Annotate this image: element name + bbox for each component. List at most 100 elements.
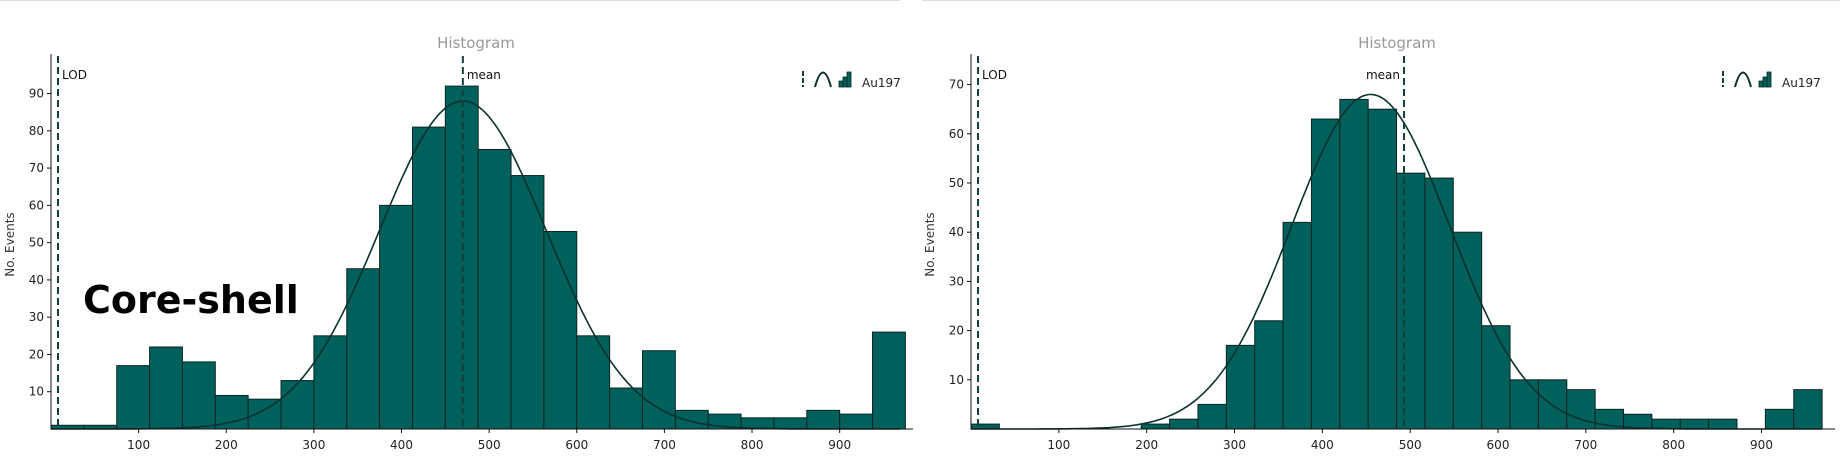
legend-label: Au197 [862,76,901,90]
histogram-bar [181,361,216,430]
histogram-bar [839,413,874,430]
y-tick-label: 10 [949,373,964,387]
histogram-bar [1764,408,1795,430]
histogram-bar [1481,325,1511,430]
legend: Au197 [802,71,901,90]
histogram-bar [773,417,808,430]
histogram-icon [838,71,852,88]
y-tick-label: 80 [29,124,44,138]
histogram-bar [1310,118,1341,430]
histogram-bar [1169,418,1199,430]
histogram-chart-right[interactable]: Histogram No. Events 10 20 30 40 50 60 70 100 200 3… [920,0,1840,458]
marker-label-mean: mean [1366,68,1400,82]
histogram-bar [510,175,545,430]
overlay-label: Core-shell [83,278,299,322]
x-tick-label: 500 [478,438,501,452]
histogram-bar [1793,389,1823,430]
histogram-bar [806,409,841,430]
y-tick-label: 50 [29,236,44,250]
x-tick-label: 800 [1662,438,1685,452]
histogram-bar [1651,418,1681,430]
histogram-bar [1679,418,1710,430]
histogram-bar [280,380,315,430]
histogram-bar [379,204,413,430]
histogram-bar [609,387,643,430]
y-tick-label: 20 [29,347,44,361]
x-tick-label: 100 [1047,438,1070,452]
legend-label: Au197 [1782,76,1821,90]
top-divider-right [922,0,1840,1]
histogram-bar [411,126,446,430]
histogram-bar [477,148,512,430]
gaussian-fit-curve [51,100,901,430]
x-tick-label: 700 [1574,438,1597,452]
x-tick-label: 300 [1223,438,1246,452]
marker-label-lod: LOD [62,68,87,82]
y-tick-label: 60 [949,127,964,141]
histogram-bar [576,335,611,430]
y-tick-label: 60 [29,198,44,212]
histogram-bar [641,350,676,430]
histogram-bars [970,98,1823,430]
histogram-icon-bar [842,76,848,88]
histogram-bar [116,365,151,430]
histogram-bar [1509,379,1539,430]
histogram-bar [1282,221,1312,430]
y-tick-label: 10 [29,385,44,399]
histogram-bar [543,230,578,430]
x-tick-label: 300 [302,438,325,452]
y-tick-label: 40 [29,273,44,287]
marker-label-lod: LOD [982,68,1007,82]
histogram-icon-bar [838,80,844,88]
x-tick-label: 400 [1311,438,1334,452]
histogram-bar [1339,98,1369,430]
x-tick-label: 900 [828,438,851,452]
histogram-bar [1708,418,1738,430]
histogram-bar [1254,320,1284,430]
x-tick-label: 200 [215,438,238,452]
x-tick-label: 700 [653,438,676,452]
histogram-bar [444,85,479,430]
histogram-bars [50,85,906,430]
x-tick-label: 500 [1399,438,1422,452]
y-tick-label: 70 [29,161,44,175]
histogram-bar [872,331,906,430]
histogram-bar [149,346,183,430]
x-tick-label: 800 [741,438,764,452]
histogram-bar [247,398,282,430]
legend: Au197 [1722,71,1821,90]
y-tick-label: 30 [949,274,964,288]
y-tick-label: 70 [949,78,964,92]
chart-title: Histogram [1358,34,1436,52]
histogram-bar [1452,231,1483,430]
histogram-bar [1140,423,1171,430]
y-axis-label: No. Events [3,212,17,276]
x-tick-label: 600 [565,438,588,452]
x-tick-label: 100 [127,438,150,452]
x-tick-label: 600 [1487,438,1510,452]
y-axis-label: No. Events [923,212,937,276]
y-tick-label: 50 [949,176,964,190]
gaussian-curve-icon [814,71,832,88]
y-tick-label: 40 [949,225,964,239]
histogram-icon-bar [1762,76,1768,88]
y-tick-label: 20 [949,324,964,338]
x-tick-label: 400 [390,438,413,452]
histogram-bar [313,335,348,430]
histogram-icon [1758,71,1772,88]
marker-label-mean: mean [467,68,501,82]
histogram-panel-right[interactable]: Histogram No. Events 10 20 30 40 50 60 70 100 200 3… [920,0,1840,458]
x-tick-label: 900 [1750,438,1773,452]
histogram-icon-bar [846,71,852,88]
histogram-icon-bar [1766,71,1772,88]
histogram-bar [1424,177,1454,430]
histogram-bar [1396,172,1426,430]
histogram-panel-left[interactable]: Histogram No. Events 10 20 30 40 50 60 70 80 90 100… [0,0,920,458]
histogram-bar [1367,108,1398,430]
x-tick-label: 200 [1135,438,1158,452]
y-tick-label: 90 [29,87,44,101]
histogram-chart-left[interactable]: Histogram No. Events 10 20 30 40 50 60 70 80 90 100… [0,0,920,458]
y-tick-label: 30 [29,310,44,324]
histogram-bar [1566,389,1596,430]
chart-title: Histogram [437,34,515,52]
